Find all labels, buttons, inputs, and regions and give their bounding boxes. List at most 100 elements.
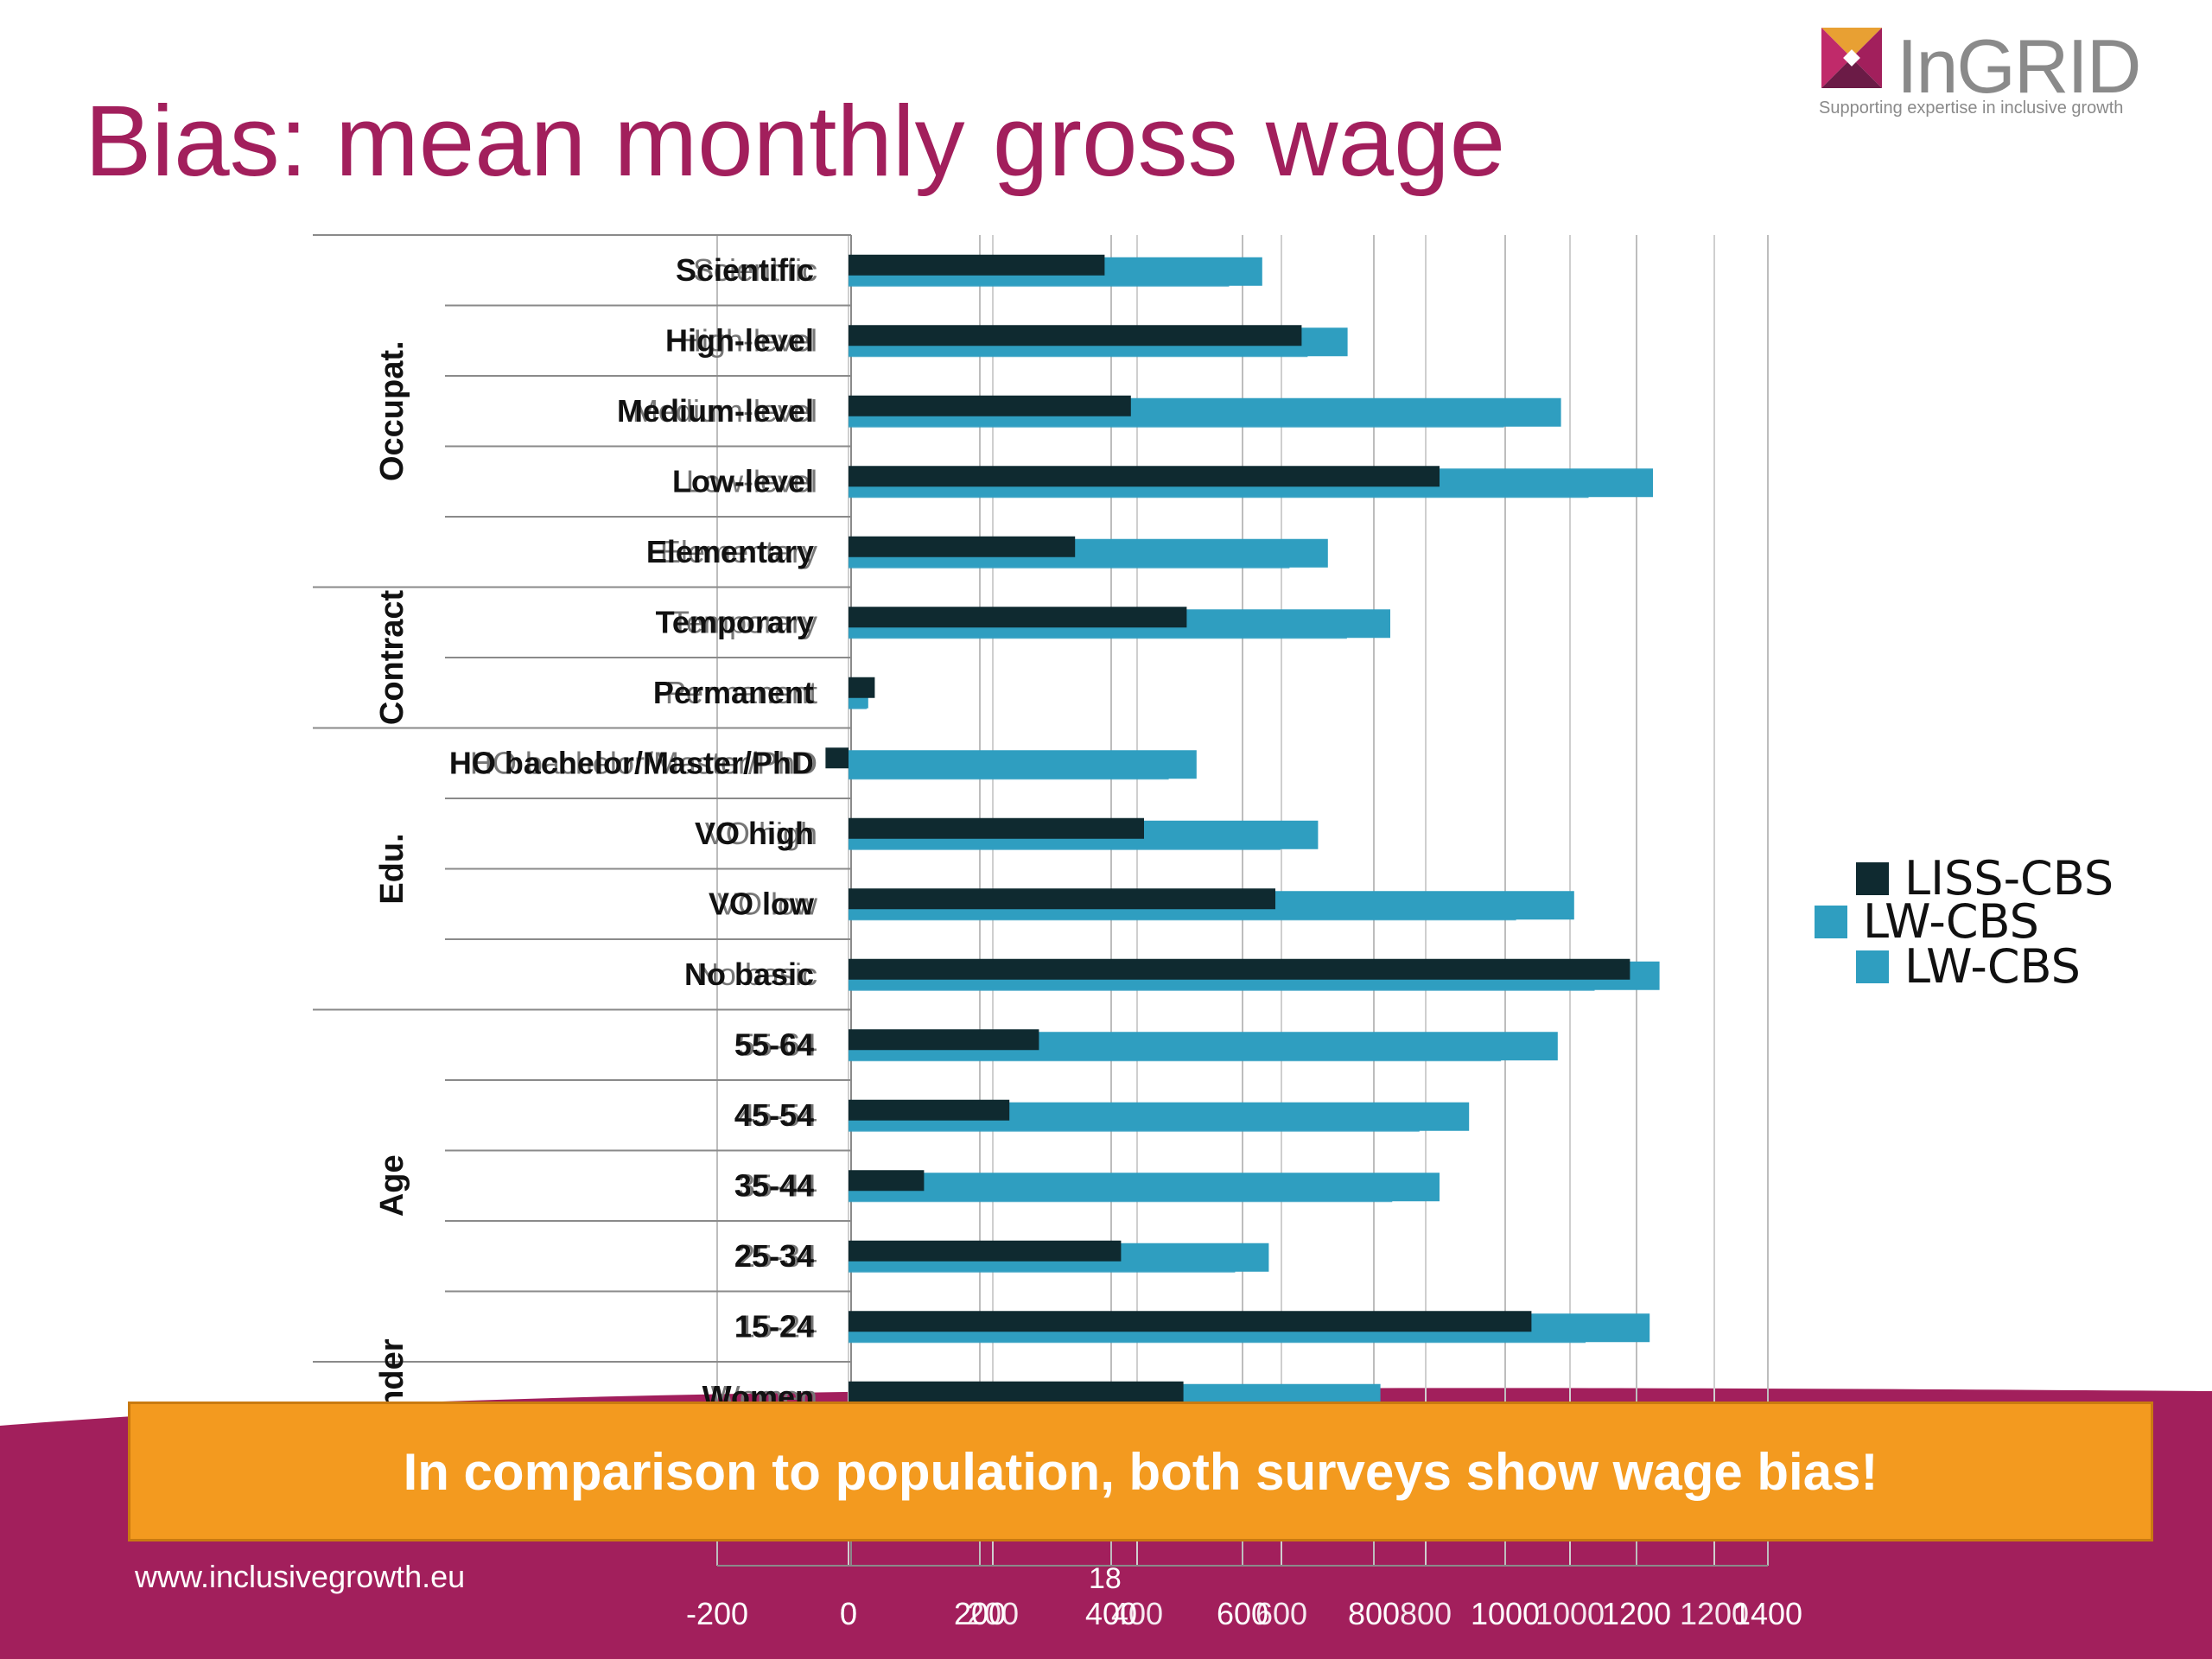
- legend-item-liss: LISS-CBS: [1856, 851, 2113, 906]
- category-label: No basic: [684, 957, 814, 992]
- bar-liss-cbs: [849, 1381, 1184, 1402]
- category-label: HO bachelor/Master/PhD: [449, 745, 814, 780]
- legend-label: LISS-CBS: [1904, 851, 2114, 906]
- x-tick-label: 1200: [1602, 1596, 1671, 1631]
- bar-lw-cbs-shadow: [849, 1268, 1236, 1273]
- x-tick-label-ghost: 400: [1111, 1596, 1163, 1631]
- bar-liss-cbs: [849, 1240, 1122, 1262]
- group-label: Contract: [374, 590, 410, 726]
- bar-liss-cbs: [849, 466, 1440, 487]
- x-tick-label-ghost: 200: [967, 1596, 1019, 1631]
- legend-item-lw: LW-CBS: [1815, 894, 2039, 949]
- category-label: High-level: [665, 322, 814, 358]
- group-label: Age: [374, 1154, 410, 1217]
- bar-lw-cbs-shadow: [849, 634, 1347, 639]
- legend-swatch: [1856, 861, 1889, 895]
- category-label-ghost: Medium-level: [632, 393, 817, 429]
- x-tick-label: 1400: [1733, 1596, 1802, 1631]
- bar-liss-cbs: [849, 607, 1187, 628]
- category-label-ghost: High-level: [679, 322, 817, 358]
- x-tick-label: -200: [686, 1596, 748, 1631]
- ingrid-logo: InGRID Supporting expertise in inclusive…: [1815, 22, 2152, 126]
- bar-lw-cbs-shadow: [849, 1198, 1393, 1203]
- bar-liss-cbs: [849, 817, 1144, 839]
- x-tick-label: 0: [840, 1596, 857, 1631]
- bar-lw-cbs: [849, 1173, 1440, 1202]
- slide-title: Bias: mean monthly gross wage: [85, 85, 1506, 197]
- legend-swatch: [1815, 905, 1847, 938]
- category-label: Low-level: [672, 463, 814, 499]
- category-label: VO low: [709, 886, 815, 921]
- bars: [825, 254, 1660, 1414]
- bar-liss-cbs: [849, 536, 1076, 557]
- bar-liss-cbs: [849, 1099, 1010, 1121]
- x-tick-label-ghost: 0: [840, 1596, 857, 1631]
- category-label-ghost: No basic: [696, 957, 817, 992]
- bar-lw-cbs-shadow: [849, 353, 1308, 358]
- bar-lw-cbs-shadow: [849, 493, 1589, 499]
- x-tick-label: 800: [1348, 1596, 1400, 1631]
- bar-liss-cbs: [849, 677, 875, 698]
- category-label: 35-44: [734, 1167, 814, 1203]
- banner-text: In comparison to population, both survey…: [403, 1442, 1878, 1501]
- category-label-ghost: 55-64: [738, 1027, 817, 1062]
- x-tick-label-ghost: 1200: [1680, 1596, 1749, 1631]
- category-labels: ScientificScientificHigh-levelHigh-level…: [374, 252, 818, 1454]
- category-label-ghost: Temporary: [671, 604, 817, 639]
- x-tick-label-ghost: 800: [1400, 1596, 1452, 1631]
- bar-liss-cbs: [849, 1029, 1039, 1051]
- legend-label: LW-CBS: [1863, 894, 2039, 949]
- bar-lw-cbs-shadow: [849, 916, 1516, 921]
- footer-url[interactable]: www.inclusivegrowth.eu: [135, 1559, 466, 1594]
- bar-lw-cbs-shadow: [849, 1057, 1502, 1062]
- category-label-ghost: VO high: [705, 816, 817, 851]
- bar-lw-cbs-shadow: [849, 986, 1595, 991]
- x-tick-label-ghost: 1000: [1535, 1596, 1605, 1631]
- bar-liss-cbs: [849, 1311, 1532, 1332]
- bar-lw-cbs-shadow: [849, 704, 867, 709]
- category-label: Scientific: [676, 252, 814, 288]
- bar-liss-cbs: [849, 888, 1275, 910]
- category-label: 25-34: [734, 1238, 814, 1274]
- group-label: Edu.: [374, 833, 410, 904]
- x-tick-label: 1000: [1471, 1596, 1540, 1631]
- x-tick-label: 400: [1085, 1596, 1137, 1631]
- logo-tagline: Supporting expertise in inclusive growth: [1819, 99, 2124, 118]
- bar-lw-cbs: [849, 750, 1197, 779]
- group-label: Occupat.: [374, 340, 410, 481]
- category-label-ghost: 45-54: [738, 1097, 817, 1133]
- category-label: 15-24: [734, 1308, 814, 1344]
- category-label-ghost: Permanent: [665, 675, 817, 710]
- category-label: Elementary: [646, 534, 814, 569]
- x-tick-label-ghost: 600: [1255, 1596, 1307, 1631]
- bar-lw-cbs-shadow: [849, 1338, 1586, 1344]
- category-label-ghost: Scientific: [693, 252, 817, 288]
- category-label-ghost: VO low: [717, 886, 818, 921]
- category-label: 45-54: [734, 1097, 814, 1133]
- category-label: Medium-level: [617, 393, 814, 429]
- bar-liss-cbs: [849, 1170, 925, 1192]
- legend-label: LW-CBS: [1904, 939, 2081, 994]
- bar-lw-cbs-shadow: [849, 563, 1290, 569]
- category-label: VO high: [695, 816, 814, 851]
- bar-liss-cbs: [849, 325, 1302, 346]
- category-label-ghost: 15-24: [738, 1308, 817, 1344]
- category-label: Temporary: [656, 604, 814, 639]
- bar-lw-cbs-shadow: [849, 423, 1504, 428]
- logo-name: InGRID: [1897, 23, 2141, 109]
- category-label: 55-64: [734, 1027, 814, 1062]
- bar-liss-cbs: [849, 395, 1131, 416]
- category-label-ghost: 25-34: [738, 1238, 817, 1274]
- bar-lw-cbs-shadow: [849, 845, 1281, 850]
- bar-liss-cbs: [849, 254, 1105, 276]
- bar-lw-cbs-shadow: [849, 282, 1230, 287]
- bar-lw-cbs-shadow: [849, 775, 1169, 780]
- bar-liss-cbs: [849, 958, 1630, 980]
- category-label-ghost: Low-level: [686, 463, 817, 499]
- logo-mark-icon: [1821, 28, 1882, 88]
- bar-lw-cbs-shadow: [849, 1127, 1420, 1132]
- category-label-ghost: Elementary: [660, 534, 817, 569]
- category-label: Permanent: [653, 675, 814, 710]
